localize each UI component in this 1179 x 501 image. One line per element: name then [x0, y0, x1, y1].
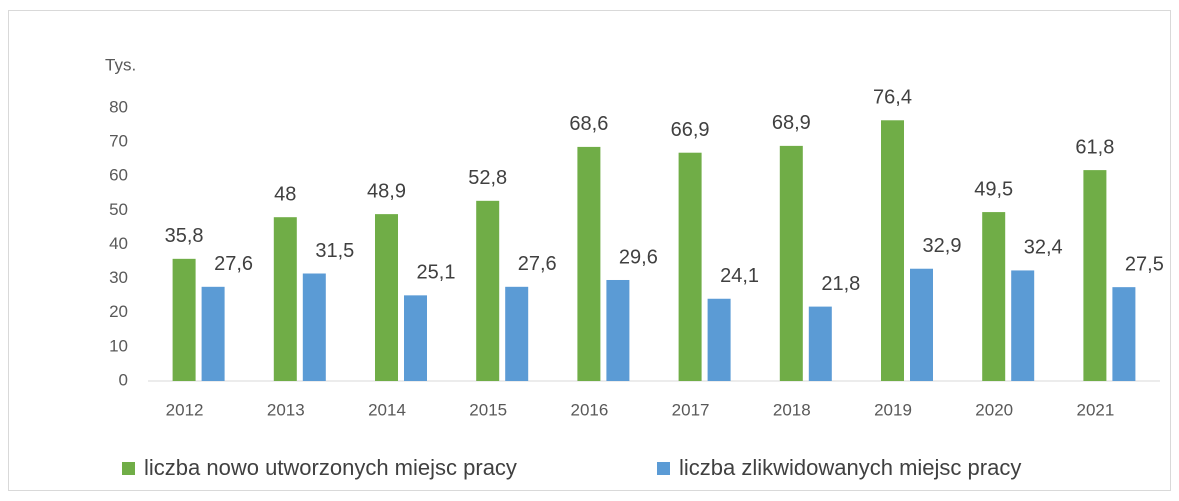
- x-tick-label: 2015: [469, 400, 507, 419]
- data-label: 31,5: [315, 240, 354, 262]
- data-label: 27,6: [518, 253, 557, 275]
- x-tick-label: 2021: [1076, 400, 1114, 419]
- bar: [1011, 270, 1035, 381]
- data-label: 48,9: [367, 180, 406, 202]
- y-tick-label: 0: [119, 370, 128, 389]
- bar: [201, 286, 225, 381]
- bar: [302, 273, 326, 381]
- x-tick-label: 2017: [672, 400, 710, 419]
- bar: [606, 279, 630, 381]
- data-label: 48: [274, 183, 296, 205]
- y-tick-label: 70: [109, 132, 128, 151]
- data-label: 52,8: [468, 167, 507, 189]
- data-label: 24,1: [720, 265, 759, 287]
- bar: [404, 295, 427, 381]
- data-label: 21,8: [821, 273, 860, 295]
- data-label: 66,9: [671, 119, 710, 141]
- y-axis-label: Tys.: [105, 55, 136, 74]
- data-label: 25,1: [417, 262, 456, 284]
- bar: [1112, 287, 1136, 381]
- data-label: 27,6: [214, 253, 253, 275]
- bar: [808, 306, 832, 381]
- x-tick-label: 2014: [368, 400, 406, 419]
- legend-swatch: [657, 462, 670, 475]
- bar: [273, 217, 297, 381]
- bar: [910, 268, 933, 381]
- data-label: 68,9: [772, 112, 811, 134]
- bar: [779, 145, 803, 381]
- data-label: 68,6: [569, 113, 608, 135]
- data-label: 32,4: [1024, 237, 1063, 259]
- y-tick-label: 10: [109, 336, 128, 355]
- x-tick-label: 2016: [570, 400, 608, 419]
- legend-label: liczba zlikwidowanych miejsc pracy: [679, 455, 1021, 480]
- bar: [707, 298, 731, 381]
- y-tick-label: 20: [109, 302, 128, 321]
- bar: [375, 214, 398, 381]
- data-label: 76,4: [873, 87, 912, 109]
- bar: [505, 286, 529, 381]
- data-label: 27,5: [1125, 253, 1164, 275]
- y-tick-label: 50: [109, 200, 128, 219]
- x-tick-label: 2018: [773, 400, 811, 419]
- data-label: 35,8: [165, 225, 204, 247]
- y-tick-label: 30: [109, 268, 128, 287]
- y-tick-label: 60: [109, 166, 128, 185]
- bar: [881, 120, 904, 381]
- data-label: 61,8: [1075, 136, 1114, 158]
- y-tick-label: 40: [109, 234, 128, 253]
- legend-label: liczba nowo utworzonych miejsc pracy: [144, 455, 517, 480]
- bar: [1083, 170, 1107, 381]
- bar: [982, 212, 1006, 381]
- bar: [678, 152, 702, 381]
- legend-swatch: [122, 462, 135, 475]
- x-tick-label: 2019: [874, 400, 912, 419]
- x-tick-label: 2012: [166, 400, 204, 419]
- y-tick-label: 80: [109, 97, 128, 116]
- data-label: 29,6: [619, 246, 658, 268]
- data-label: 49,5: [974, 178, 1013, 200]
- bar: [577, 146, 601, 381]
- x-tick-label: 2020: [975, 400, 1013, 419]
- bar: [476, 200, 500, 381]
- data-label: 32,9: [923, 235, 962, 257]
- x-tick-label: 2013: [267, 400, 305, 419]
- bar: [172, 258, 196, 381]
